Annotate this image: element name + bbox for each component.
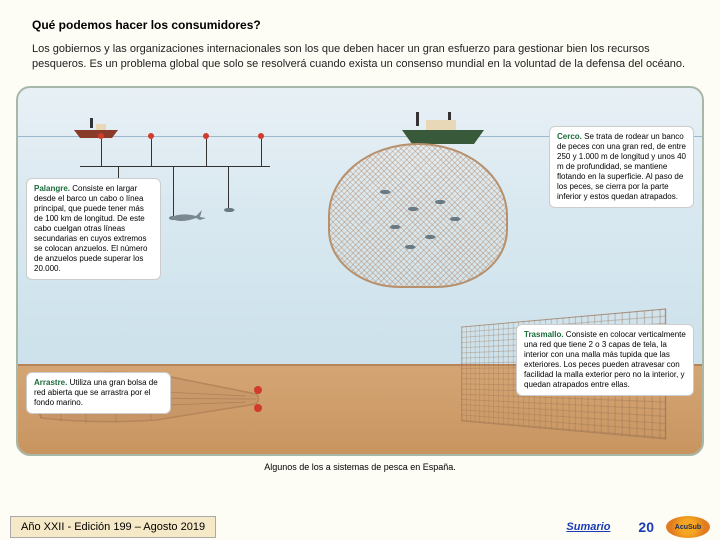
method-text: Se trata de rodear un banco de peces con…: [557, 132, 686, 201]
figure-caption: Algunos de los a sistemas de pesca en Es…: [0, 462, 720, 472]
method-title: Arrastre.: [34, 378, 67, 387]
cerco-net: [328, 143, 508, 288]
method-title: Trasmallo.: [524, 330, 564, 339]
shark-icon: [168, 208, 208, 226]
boat-cerco: [398, 110, 488, 148]
page-title: Qué podemos hacer los consumidores?: [32, 18, 688, 32]
method-arrastre: Arrastre. Utiliza una gran bolsa de red …: [26, 372, 171, 414]
footer: Año XXII - Edición 199 – Agosto 2019 Sum…: [0, 514, 720, 540]
method-text: Consiste en largar desde el barco un cab…: [34, 184, 147, 273]
method-cerco: Cerco. Se trata de rodear un banco de pe…: [549, 126, 694, 208]
logo-acusub: AcuSub: [666, 516, 710, 538]
method-palangre: Palangre. Consiste en largar desde el ba…: [26, 178, 161, 280]
intro-paragraph: Los gobiernos y las organizaciones inter…: [32, 42, 688, 72]
method-title: Palangre.: [34, 184, 70, 193]
page-number: 20: [638, 519, 654, 535]
summary-link[interactable]: Sumario: [566, 521, 610, 533]
boat-palangre: [72, 116, 120, 140]
publication-info: Año XXII - Edición 199 – Agosto 2019: [10, 516, 216, 538]
method-trasmallo: Trasmallo. Consiste en colocar verticalm…: [516, 324, 694, 396]
fishing-methods-figure: Palangre. Consiste en largar desde el ba…: [16, 86, 704, 456]
method-title: Cerco.: [557, 132, 582, 141]
